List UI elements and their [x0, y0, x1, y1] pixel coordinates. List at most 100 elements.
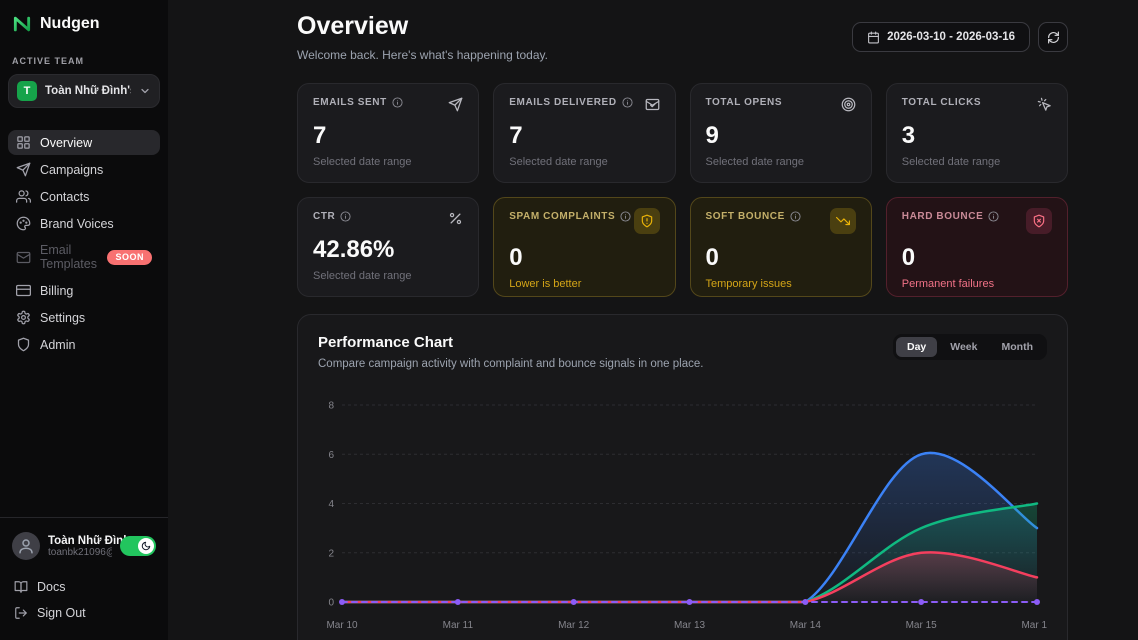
stat-sub: Selected date range — [313, 270, 412, 282]
svg-text:Mar 11: Mar 11 — [443, 620, 474, 631]
svg-text:6: 6 — [328, 450, 334, 461]
send-icon — [16, 162, 31, 177]
stat-value: 0 — [901, 244, 916, 271]
info-icon[interactable] — [340, 211, 351, 222]
info-icon[interactable] — [622, 97, 633, 108]
stat-label: CTR — [313, 211, 336, 222]
sidebar-item-label: Settings — [40, 310, 86, 325]
sign-out-label: Sign Out — [37, 606, 86, 620]
date-range-button[interactable]: 2026-03-10 - 2026-03-16 — [852, 22, 1030, 52]
main-content: Overview Welcome back. Here's what's hap… — [168, 0, 1138, 640]
palette-icon — [16, 216, 31, 231]
svg-text:Mar 12: Mar 12 — [558, 620, 590, 631]
trending-down-icon — [829, 208, 856, 234]
sign-out-button[interactable]: Sign Out — [12, 600, 156, 626]
sidebar-item-billing[interactable]: Billing — [8, 278, 160, 303]
theme-toggle-knob — [138, 538, 154, 554]
sidebar-item-campaigns[interactable]: Campaigns — [8, 157, 160, 182]
tab-month[interactable]: Month — [1001, 341, 1034, 353]
sidebar-item-overview[interactable]: Overview — [8, 130, 160, 155]
stat-label: EMAILS DELIVERED — [509, 97, 617, 108]
stat-sub: Selected date range — [313, 156, 412, 168]
tab-day[interactable]: Day — [895, 337, 938, 357]
refresh-icon — [1047, 30, 1059, 44]
send-icon — [448, 97, 463, 112]
stat-card-total-opens: TOTAL OPENS 9 Selected date range — [689, 83, 872, 183]
sidebar-item-label: Contacts — [40, 189, 90, 204]
stat-card-total-clicks: TOTAL CLICKS 3 Selected date range — [885, 83, 1068, 183]
team-selector[interactable]: T Toàn Nhữ Đình's ... — [8, 74, 160, 108]
book-icon — [14, 581, 28, 593]
sidebar-footer: Toàn Nhữ Đình toanbk21096@g... Docs Sign… — [0, 517, 168, 630]
user-email: toanbk21096@g... — [48, 546, 112, 558]
docs-label: Docs — [37, 580, 66, 594]
nudgen-logo-icon — [13, 16, 31, 32]
stat-sub: Permanent failures — [901, 278, 995, 290]
docs-link[interactable]: Docs — [12, 574, 156, 600]
stat-value: 7 — [313, 122, 327, 149]
stat-label: HARD BOUNCE — [901, 211, 984, 222]
stat-value: 0 — [705, 244, 719, 271]
stat-label: TOTAL OPENS — [705, 97, 783, 108]
app-name: Nudgen — [40, 15, 100, 32]
chart-title: Performance Chart — [318, 334, 454, 351]
tab-week[interactable]: Week — [950, 341, 978, 353]
svg-text:Mar 16: Mar 16 — [1021, 620, 1047, 631]
stat-card-hard-bounce: HARD BOUNCE 0 Permanent failures — [885, 197, 1068, 297]
target-icon — [841, 97, 856, 112]
stat-label: SOFT BOUNCE — [705, 211, 785, 222]
shield-alert-icon — [633, 208, 660, 234]
sidebar-item-label: Billing — [40, 283, 74, 298]
sidebar-item-brand-voices[interactable]: Brand Voices — [8, 211, 160, 236]
range-tabs: Day Week Month — [892, 334, 1047, 360]
stat-value: 42.86% — [313, 236, 395, 263]
svg-text:Mar 10: Mar 10 — [326, 620, 358, 631]
team-avatar: T — [17, 81, 37, 101]
date-range-value: 2026-03-10 - 2026-03-16 — [887, 31, 1015, 43]
grid-icon — [17, 136, 30, 149]
sidebar-item-settings[interactable]: Settings — [8, 305, 160, 330]
sidebar-item-email-templates[interactable]: Email Templates SOON — [8, 238, 160, 276]
svg-text:0: 0 — [328, 598, 334, 609]
stat-card-soft-bounce: SOFT BOUNCE 0 Temporary issues — [689, 197, 872, 297]
stat-card-spam-complaints: SPAM COMPLAINTS 0 Lower is better — [493, 197, 676, 297]
stat-value: 9 — [705, 122, 719, 149]
sidebar: Nudgen ACTIVE TEAM T Toàn Nhữ Đình's ...… — [0, 0, 168, 640]
sidebar-nav: Overview Campaigns Contacts Brand Voices… — [8, 130, 160, 517]
stat-value: 7 — [509, 122, 523, 149]
sidebar-item-label: Brand Voices — [40, 216, 114, 231]
stat-sub: Lower is better — [509, 278, 582, 290]
user-row: Toàn Nhữ Đình toanbk21096@g... — [12, 532, 156, 560]
performance-chart: 0 2 4 6 8 Mar 10 Mar 11 Mar 12 Mar 13 Mar 14 Mar 1… — [318, 392, 1047, 632]
sidebar-item-label: Overview — [40, 135, 93, 150]
stat-sub: Selected date range — [901, 156, 1001, 168]
moon-icon — [141, 541, 151, 551]
logo: Nudgen — [8, 14, 160, 34]
person-icon — [19, 539, 33, 554]
stat-sub: Selected date range — [705, 156, 804, 168]
svg-text:Mar 15: Mar 15 — [906, 620, 938, 631]
stats-grid: EMAILS SENT 7 Selected date range EMAILS… — [297, 83, 1068, 297]
team-name: Toàn Nhữ Đình's ... — [45, 85, 131, 97]
info-icon[interactable] — [790, 211, 801, 222]
sidebar-item-admin[interactable]: Admin — [8, 332, 160, 357]
info-icon[interactable] — [392, 97, 403, 108]
refresh-button[interactable] — [1038, 22, 1068, 52]
info-icon[interactable] — [620, 211, 631, 222]
user-name: Toàn Nhữ Đình — [48, 534, 131, 547]
avatar — [12, 532, 40, 560]
svg-text:Mar 14: Mar 14 — [790, 620, 822, 631]
shield-x-icon — [1026, 208, 1052, 234]
stat-sub: Temporary issues — [705, 278, 792, 290]
active-team-label: ACTIVE TEAM — [12, 56, 85, 66]
sidebar-item-contacts[interactable]: Contacts — [8, 184, 160, 209]
percent-icon — [448, 211, 463, 226]
stat-value: 0 — [509, 244, 523, 271]
info-icon[interactable] — [988, 211, 999, 222]
users-icon — [16, 190, 31, 203]
page-subtitle: Welcome back. Here's what's happening to… — [297, 48, 548, 62]
mail-check-icon — [645, 97, 660, 112]
theme-toggle[interactable] — [120, 536, 156, 556]
sidebar-item-label: Email Templates — [40, 243, 97, 271]
